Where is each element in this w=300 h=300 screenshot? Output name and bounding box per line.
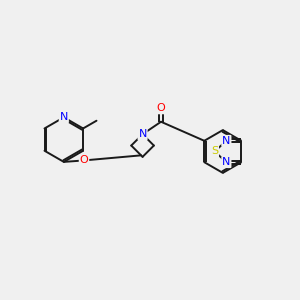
Text: N: N [60, 112, 68, 122]
Text: N: N [222, 136, 231, 146]
Text: N: N [138, 129, 147, 139]
Text: O: O [157, 103, 165, 113]
Text: O: O [80, 155, 88, 165]
Text: S: S [211, 146, 218, 157]
Text: N: N [222, 157, 231, 167]
